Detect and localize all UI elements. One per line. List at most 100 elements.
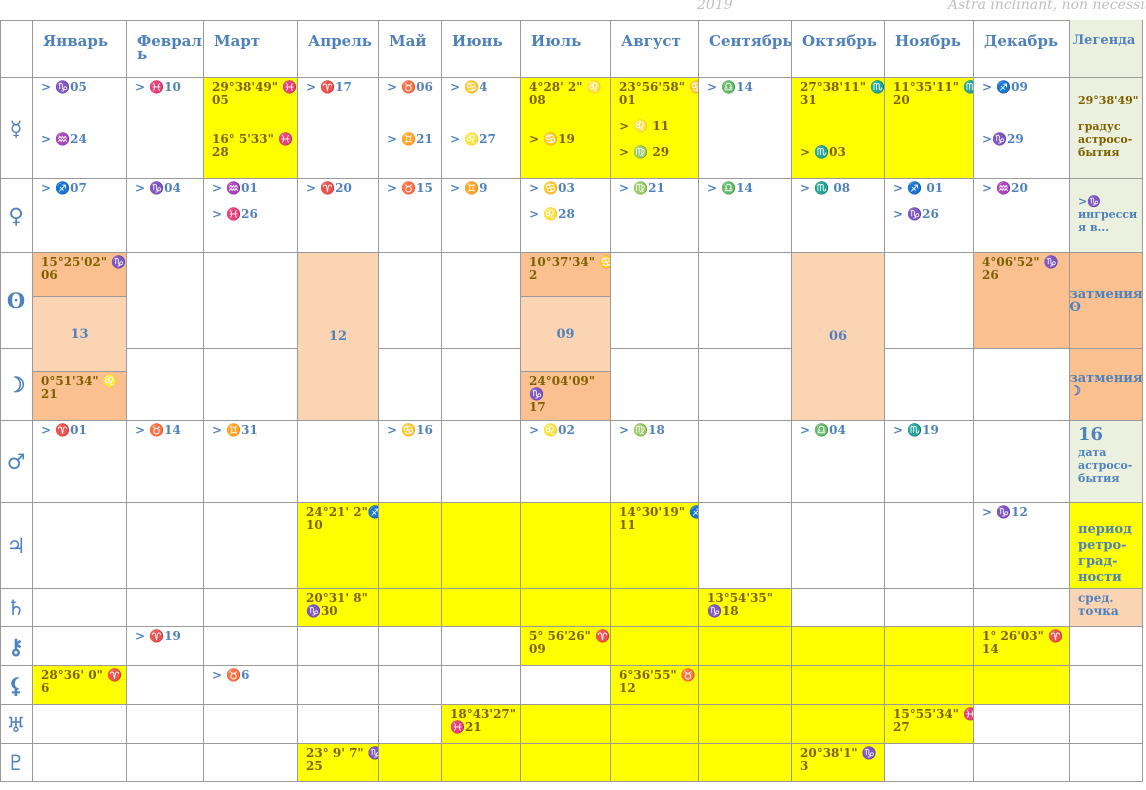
chiron-cell-7-text: 5° 56'26" ♈ 09	[529, 629, 610, 656]
chiron-cell-11	[885, 627, 974, 666]
planet-pluto-glyph: ♇	[0, 744, 33, 782]
jupiter-cell-6	[442, 503, 521, 589]
chiron-empty-13	[1070, 627, 1143, 666]
month-header-7-text: Июль	[531, 32, 582, 50]
jupiter-empty-1	[33, 503, 127, 589]
node-cell-8-text: 6°36'55" ♉ 12	[619, 668, 696, 695]
month-header-8: Август	[611, 20, 699, 78]
month-header-11-text: Ноябрь	[895, 32, 961, 50]
eclipse-period-jan-text: 13	[70, 326, 89, 342]
node-cell-1: 28°36' 0" ♈ 6	[33, 666, 127, 705]
mercury-cell-3-text: 29°38'49" ♓ 05 16° 5'33" ♓ 28	[212, 80, 298, 159]
saturn-empty-3	[204, 589, 298, 627]
mercury-cell-11-text: 11°35'11" ♏ 20	[893, 80, 973, 107]
moon-empty-6	[442, 349, 521, 421]
uranus-cell-6-text: 18°43'27" ♓21	[450, 707, 517, 734]
mars-empty-12	[974, 421, 1070, 503]
jupiter-cell-5	[379, 503, 442, 589]
node-empty-2	[127, 666, 204, 705]
legend-sun-eclipse: затмения ʘ	[1070, 253, 1143, 349]
jupiter-empty-9	[699, 503, 792, 589]
moon-empty-11	[885, 349, 974, 421]
jupiter-empty-10	[792, 503, 885, 589]
planet-uranus-glyph-text: ♅	[6, 711, 26, 737]
uranus-cell-11-text: 15°55'34" ♓ 27	[893, 707, 973, 734]
pluto-cell-9	[699, 744, 792, 782]
mercury-cell-1-text: > ♑05 > ♒24	[41, 80, 87, 146]
mercury-cell-4: > ♈17	[298, 78, 379, 179]
mercury-cell-12-text: > ♐09 >♑29	[982, 80, 1028, 146]
planet-saturn-glyph: ♄	[0, 589, 33, 627]
month-header-10: Октябрь	[792, 20, 885, 78]
month-header-6-text: Июнь	[452, 32, 503, 50]
jupiter-cell-13-text: период ретро- град- ности	[1078, 522, 1132, 585]
node-cell-11	[885, 666, 974, 705]
planet-mars-glyph: ♂	[0, 421, 33, 503]
chiron-empty-1	[33, 627, 127, 666]
eclipse-period-jul: 09	[521, 297, 611, 372]
mercury-cell-10: 27°38'11" ♏ 31 > ♏03	[792, 78, 885, 179]
saturn-empty-10	[792, 589, 885, 627]
planet-venus-glyph: ♀	[0, 179, 33, 253]
node-empty-6	[442, 666, 521, 705]
moon-empty-9	[699, 349, 792, 421]
saturn-cell-9: 13°54'35" ♑18	[699, 589, 792, 627]
saturn-cell-6	[442, 589, 521, 627]
eclipse-period-apr-text: 12	[328, 329, 348, 344]
month-header-7: Июль	[521, 20, 611, 78]
saturn-cell-13-text: сред. точка	[1078, 591, 1119, 618]
node-empty-7	[521, 666, 611, 705]
chiron-cell-8	[611, 627, 699, 666]
moon-empty-12	[974, 349, 1070, 421]
chiron-empty-3	[204, 627, 298, 666]
pluto-cell-6	[442, 744, 521, 782]
planet-mercury-glyph: ☿	[0, 78, 33, 179]
mars-cell-3: > ♊31	[204, 421, 298, 503]
pluto-empty-11	[885, 744, 974, 782]
planet-jupiter-glyph: ♃	[0, 503, 33, 589]
mars-cell-13: 16 дата астросо- бытия	[1070, 421, 1143, 503]
node-cell-10	[792, 666, 885, 705]
mars-cell-10-text: > ♎04	[800, 423, 846, 437]
mars-cell-7: > ♌02	[521, 421, 611, 503]
venus-cell-11-text: > ♐ 01 > ♑26	[893, 181, 944, 221]
saturn-cell-7	[521, 589, 611, 627]
planet-pluto-glyph-text: ♇	[6, 750, 26, 775]
mars-cell-2: > ♉14	[127, 421, 204, 503]
jupiter-empty-2	[127, 503, 204, 589]
node-empty-13	[1070, 666, 1143, 705]
mercury-cell-7-text: 4°28' 2" ♌ 08 > ♋19	[529, 80, 602, 146]
saturn-cell-5	[379, 589, 442, 627]
planet-node-glyph: ⚸	[0, 666, 33, 705]
sun-empty-11	[885, 253, 974, 349]
venus-cell-11: > ♐ 01 > ♑26	[885, 179, 974, 253]
mercury-cell-5-text: > ♉06 > ♊21	[387, 80, 433, 146]
mars-empty-6	[442, 421, 521, 503]
uranus-cell-6: 18°43'27" ♓21	[442, 705, 521, 744]
sun-cell-jul: 10°37'34" ♋ 2	[521, 253, 611, 297]
node-cell-3-text: > ♉6	[212, 668, 250, 682]
planet-moon-glyph-text: ☽	[6, 372, 26, 397]
jupiter-empty-11	[885, 503, 974, 589]
venus-cell-2: > ♑04	[127, 179, 204, 253]
venus-cell-4: > ♈20	[298, 179, 379, 253]
saturn-empty-11	[885, 589, 974, 627]
month-header-11: Ноябрь	[885, 20, 974, 78]
node-cell-8: 6°36'55" ♉ 12	[611, 666, 699, 705]
mars-cell-5: > ♋16	[379, 421, 442, 503]
venus-cell-8-text: > ♍21	[619, 181, 665, 195]
jupiter-cell-4: 24°21' 2"♐ 10	[298, 503, 379, 589]
sun-cell-jul-text: 10°37'34" ♋ 2	[529, 255, 610, 282]
venus-cell-13: >♑ ингресси я в...	[1070, 179, 1143, 253]
venus-cell-12-text: > ♒20	[982, 181, 1028, 195]
moon-empty-8	[611, 349, 699, 421]
uranus-empty-5	[379, 705, 442, 744]
mercury-cell-6-text: > ♋4 > ♌27	[450, 80, 496, 146]
moon-empty-2	[127, 349, 204, 421]
venus-cell-7-text: > ♋03 > ♌28	[529, 181, 575, 221]
eclipse-period-jan: 13	[33, 297, 127, 372]
legend-header-text: Легенда	[1072, 33, 1136, 48]
mercury-cell-10-text: 27°38'11" ♏ 31 > ♏03	[800, 80, 885, 159]
uranus-empty-4	[298, 705, 379, 744]
